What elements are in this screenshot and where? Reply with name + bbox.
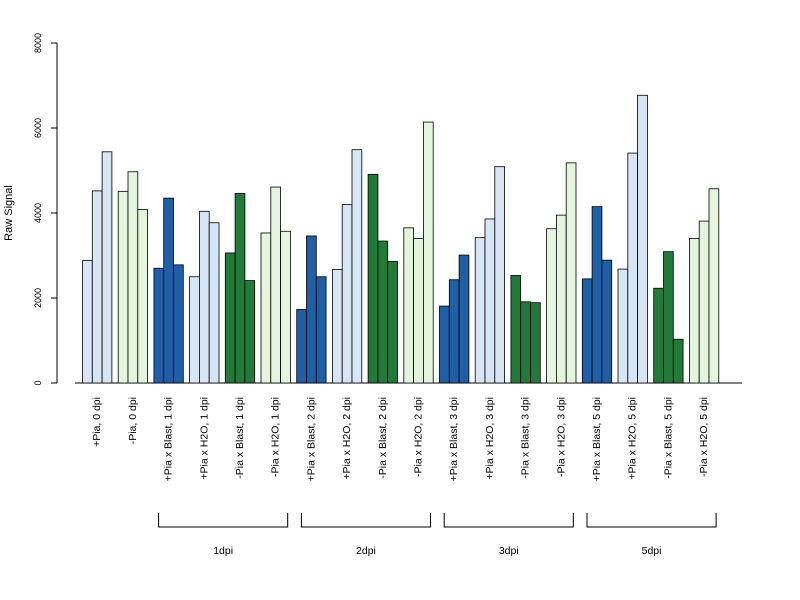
bar bbox=[708, 188, 720, 384]
x-tick-label: +Pia x H2O, 1 dpi bbox=[198, 397, 210, 480]
y-tick-label: 0 bbox=[33, 380, 43, 385]
x-tick-label: +Pia, 0 dpi bbox=[91, 397, 103, 447]
bar bbox=[224, 252, 236, 384]
bar bbox=[306, 235, 317, 384]
y-tick-label: 6000 bbox=[33, 118, 43, 138]
bar bbox=[82, 260, 93, 384]
bar bbox=[260, 232, 272, 384]
bar bbox=[315, 276, 327, 384]
bar bbox=[422, 121, 434, 384]
bar bbox=[510, 275, 522, 384]
bar bbox=[280, 230, 291, 384]
group-bracket bbox=[158, 513, 289, 528]
bar bbox=[413, 238, 424, 384]
bar bbox=[91, 190, 103, 384]
x-tick-label: -Pia x H2O, 1 dpi bbox=[270, 397, 282, 477]
bar bbox=[556, 214, 567, 384]
bracket-label: 5dpi bbox=[642, 545, 662, 557]
bracket-label: 2dpi bbox=[356, 545, 376, 557]
bar bbox=[367, 173, 379, 384]
bar bbox=[581, 278, 593, 384]
x-tick-label: +Pia x Blast, 2 dpi bbox=[305, 397, 317, 481]
bar bbox=[439, 305, 450, 384]
x-tick-label: +Pia x Blast, 3 dpi bbox=[448, 397, 460, 481]
bar bbox=[698, 220, 710, 384]
bar bbox=[331, 269, 343, 384]
bar bbox=[530, 302, 541, 384]
bar bbox=[591, 206, 603, 384]
bar bbox=[244, 280, 256, 384]
bar bbox=[377, 240, 389, 384]
bar bbox=[637, 94, 648, 384]
group-bracket bbox=[586, 513, 717, 528]
bar bbox=[484, 218, 496, 384]
bar bbox=[341, 204, 353, 384]
bar bbox=[663, 251, 674, 384]
bar bbox=[387, 261, 398, 384]
bar bbox=[653, 287, 664, 384]
bar bbox=[617, 268, 629, 384]
bar bbox=[351, 149, 363, 384]
x-tick-label: -Pia x H2O, 2 dpi bbox=[413, 397, 425, 477]
group-bracket bbox=[443, 513, 574, 528]
bar bbox=[163, 197, 174, 384]
bar bbox=[173, 264, 184, 384]
bar bbox=[153, 267, 165, 384]
x-tick-label: -Pia x Blast, 1 dpi bbox=[234, 397, 246, 479]
x-tick-label: -Pia x H2O, 5 dpi bbox=[698, 397, 710, 477]
bar bbox=[270, 186, 281, 384]
bracket-label: 1dpi bbox=[213, 545, 233, 557]
bar bbox=[403, 227, 414, 384]
bar bbox=[458, 254, 470, 384]
x-tick-label: -Pia, 0 dpi bbox=[127, 397, 139, 444]
bracket-label: 3dpi bbox=[499, 545, 519, 557]
x-tick-label: -Pia x Blast, 2 dpi bbox=[377, 397, 389, 479]
y-tick-label: 4000 bbox=[33, 203, 43, 223]
bar bbox=[494, 166, 505, 384]
group-bracket bbox=[300, 513, 431, 528]
bar bbox=[234, 193, 246, 384]
bar bbox=[672, 338, 684, 384]
x-tick-label: +Pia x Blast, 1 dpi bbox=[163, 397, 175, 481]
bar bbox=[601, 259, 613, 384]
y-tick-label: 2000 bbox=[33, 288, 43, 308]
y-axis-label: Raw Signal bbox=[3, 185, 15, 241]
bar bbox=[127, 171, 139, 384]
y-tick-label: 8000 bbox=[33, 33, 43, 53]
bar bbox=[474, 237, 486, 384]
x-tick-label: -Pia x Blast, 3 dpi bbox=[520, 397, 532, 479]
bar bbox=[627, 152, 638, 384]
x-tick-label: -Pia x H2O, 3 dpi bbox=[555, 397, 567, 477]
x-tick-label: +Pia x H2O, 2 dpi bbox=[341, 397, 353, 480]
x-tick-label: +Pia x H2O, 3 dpi bbox=[484, 397, 496, 480]
bar bbox=[208, 222, 220, 384]
x-tick-label: -Pia x Blast, 5 dpi bbox=[662, 397, 674, 479]
bar bbox=[520, 301, 531, 384]
bar bbox=[565, 162, 577, 384]
bar bbox=[448, 279, 460, 384]
bar bbox=[137, 209, 149, 384]
bar bbox=[117, 190, 129, 384]
bar bbox=[689, 238, 700, 384]
x-tick-label: +Pia x Blast, 5 dpi bbox=[591, 397, 603, 481]
bar bbox=[101, 151, 113, 384]
x-tick-label: +Pia x H2O, 5 dpi bbox=[627, 397, 639, 480]
bar bbox=[189, 276, 200, 384]
bar bbox=[296, 309, 307, 384]
bar bbox=[198, 210, 210, 384]
bar bbox=[546, 228, 557, 384]
